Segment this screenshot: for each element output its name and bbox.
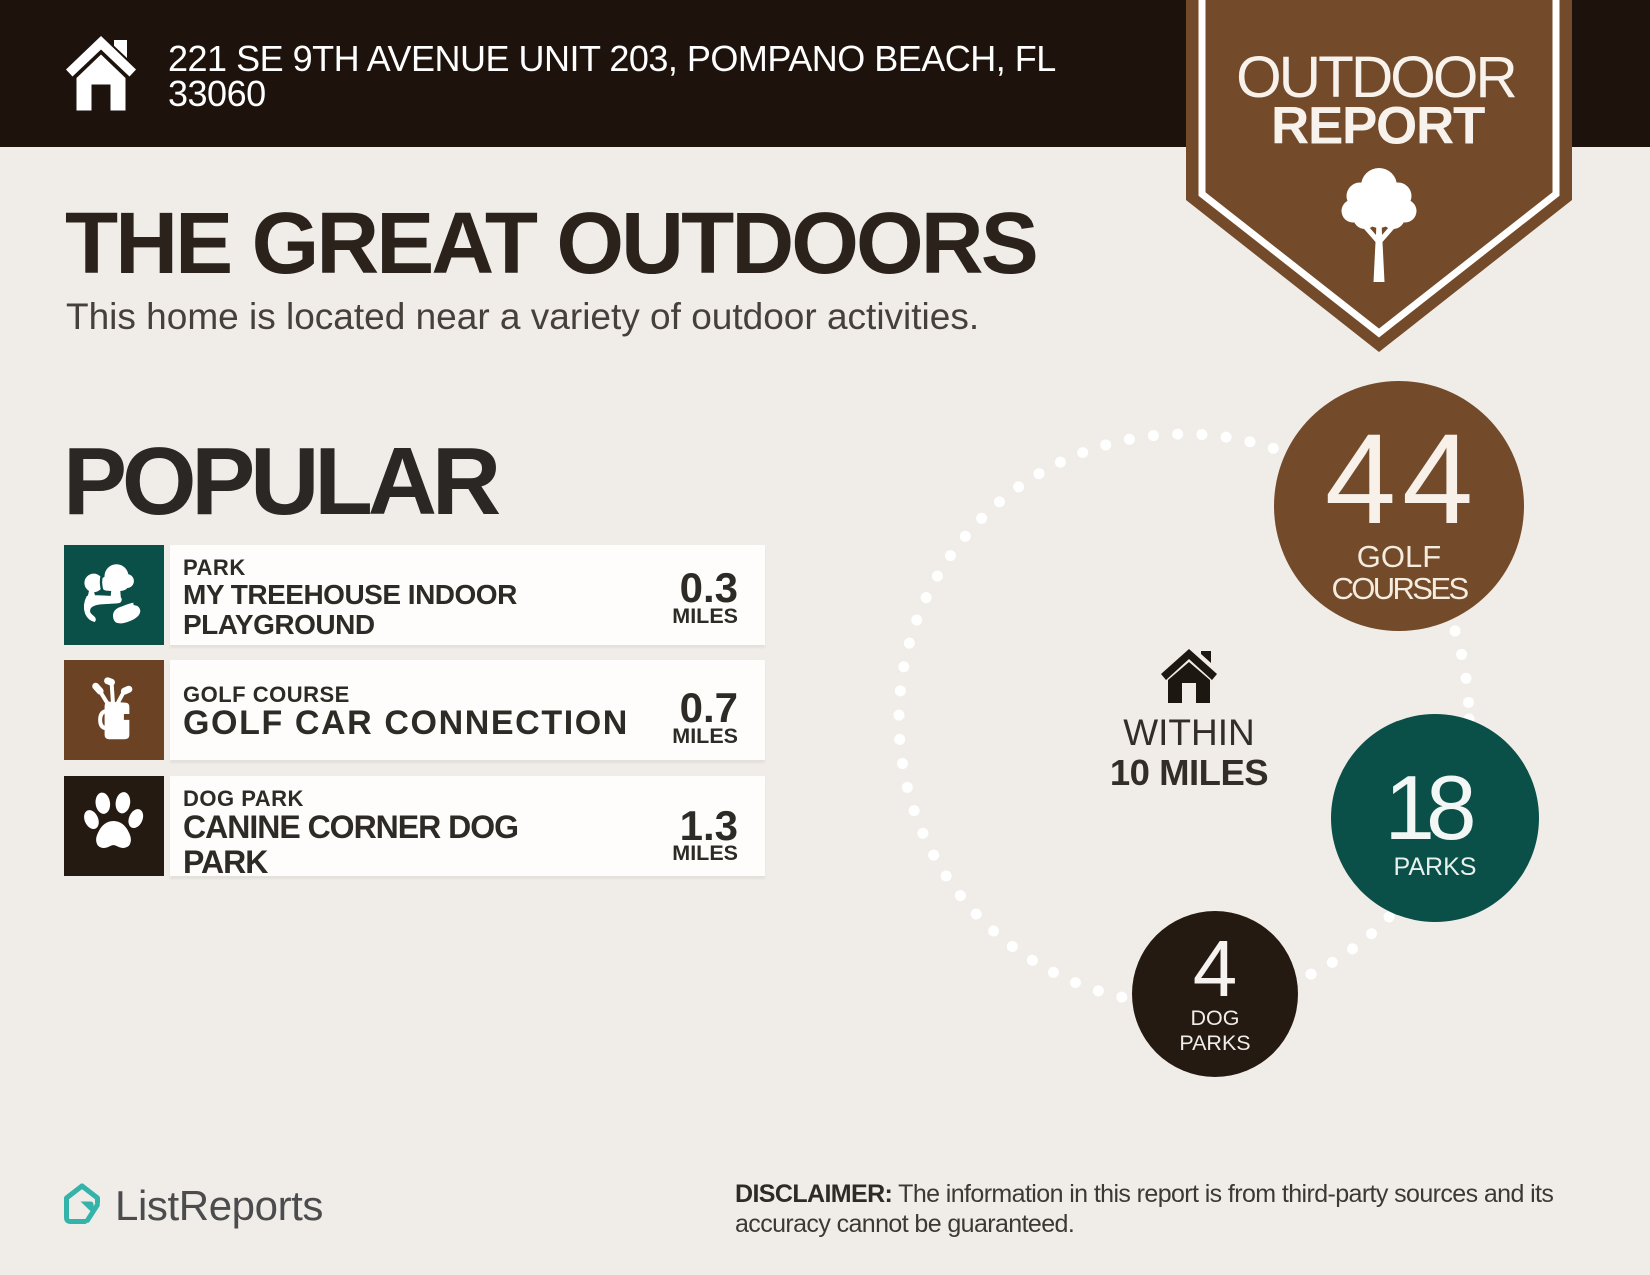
svg-text:OUTDOOR: OUTDOOR: [1236, 45, 1515, 110]
svg-text:REPORT: REPORT: [1271, 97, 1485, 156]
